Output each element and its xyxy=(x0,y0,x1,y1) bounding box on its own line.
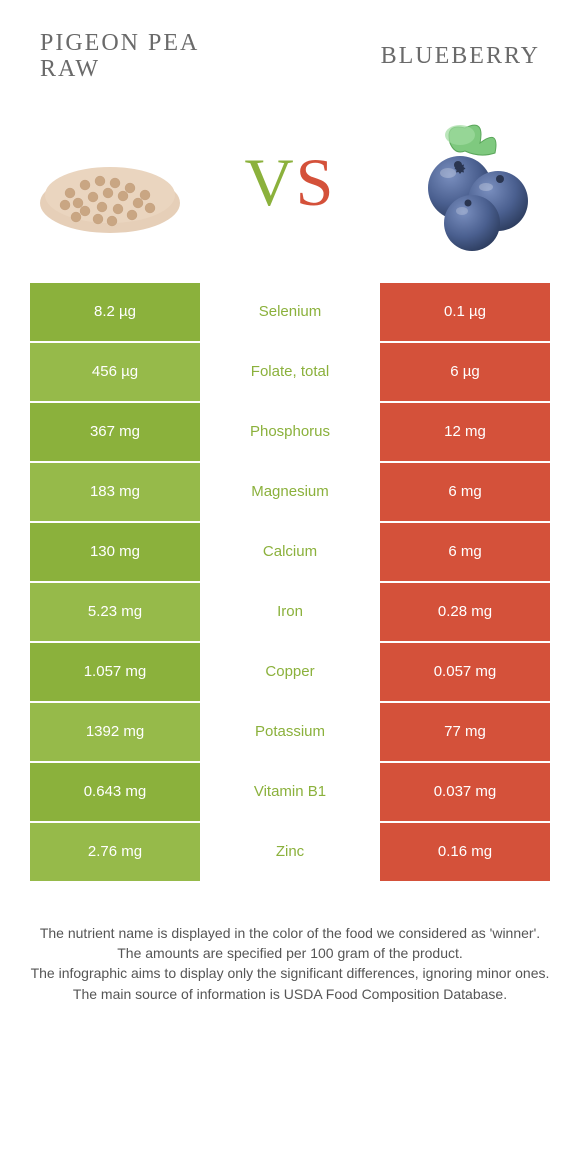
nutrient-label-cell: Magnesium xyxy=(200,463,380,521)
footer-notes: The nutrient name is displayed in the co… xyxy=(0,883,580,1024)
right-value-cell: 6 mg xyxy=(380,463,550,521)
left-value-cell: 5.23 mg xyxy=(30,583,200,641)
right-value-cell: 0.057 mg xyxy=(380,643,550,701)
vs-s: S xyxy=(296,144,336,220)
nutrient-label-cell: Calcium xyxy=(200,523,380,581)
table-row: 1.057 mgCopper0.057 mg xyxy=(30,643,550,701)
header: Pigeon pea raw Blueberry xyxy=(0,0,580,93)
left-value-cell: 456 µg xyxy=(30,343,200,401)
vs-v: V xyxy=(245,144,296,220)
right-value-cell: 0.16 mg xyxy=(380,823,550,881)
footer-line-4: The main source of information is USDA F… xyxy=(30,984,550,1004)
right-value-cell: 0.037 mg xyxy=(380,763,550,821)
table-row: 130 mgCalcium6 mg xyxy=(30,523,550,581)
nutrient-label-cell: Phosphorus xyxy=(200,403,380,461)
table-row: 183 mgMagnesium6 mg xyxy=(30,463,550,521)
footer-line-2: The amounts are specified per 100 gram o… xyxy=(30,943,550,963)
left-value-cell: 367 mg xyxy=(30,403,200,461)
right-value-cell: 0.1 µg xyxy=(380,283,550,341)
table-row: 2.76 mgZinc0.16 mg xyxy=(30,823,550,881)
nutrient-label-cell: Selenium xyxy=(200,283,380,341)
table-row: 367 mgPhosphorus12 mg xyxy=(30,403,550,461)
right-value-cell: 6 µg xyxy=(380,343,550,401)
nutrient-label-cell: Potassium xyxy=(200,703,380,761)
left-food-title-line1: Pigeon pea xyxy=(40,30,199,56)
nutrient-label-cell: Copper xyxy=(200,643,380,701)
right-value-cell: 77 mg xyxy=(380,703,550,761)
left-value-cell: 0.643 mg xyxy=(30,763,200,821)
footer-line-1: The nutrient name is displayed in the co… xyxy=(30,923,550,943)
left-value-cell: 183 mg xyxy=(30,463,200,521)
table-row: 5.23 mgIron0.28 mg xyxy=(30,583,550,641)
left-value-cell: 1392 mg xyxy=(30,703,200,761)
nutrient-label-cell: Iron xyxy=(200,583,380,641)
right-food-title: Blueberry xyxy=(290,43,540,69)
left-value-cell: 130 mg xyxy=(30,523,200,581)
left-food-title: Pigeon pea raw xyxy=(40,30,290,83)
nutrient-label-cell: Zinc xyxy=(200,823,380,881)
left-value-cell: 8.2 µg xyxy=(30,283,200,341)
hero-row: VS xyxy=(0,93,580,283)
table-row: 456 µgFolate, total6 µg xyxy=(30,343,550,401)
table-row: 0.643 mgVitamin B10.037 mg xyxy=(30,763,550,821)
left-value-cell: 2.76 mg xyxy=(30,823,200,881)
right-value-cell: 12 mg xyxy=(380,403,550,461)
blueberry-image xyxy=(390,113,550,253)
footer-line-3: The infographic aims to display only the… xyxy=(30,963,550,983)
vs-label: VS xyxy=(245,143,336,222)
nutrient-label-cell: Folate, total xyxy=(200,343,380,401)
pigeon-pea-image xyxy=(30,113,190,253)
right-value-cell: 6 mg xyxy=(380,523,550,581)
table-row: 8.2 µgSelenium0.1 µg xyxy=(30,283,550,341)
right-value-cell: 0.28 mg xyxy=(380,583,550,641)
table-row: 1392 mgPotassium77 mg xyxy=(30,703,550,761)
nutrient-label-cell: Vitamin B1 xyxy=(200,763,380,821)
left-food-title-line2: raw xyxy=(40,56,100,82)
left-value-cell: 1.057 mg xyxy=(30,643,200,701)
nutrient-table: 8.2 µgSelenium0.1 µg456 µgFolate, total6… xyxy=(0,283,580,881)
